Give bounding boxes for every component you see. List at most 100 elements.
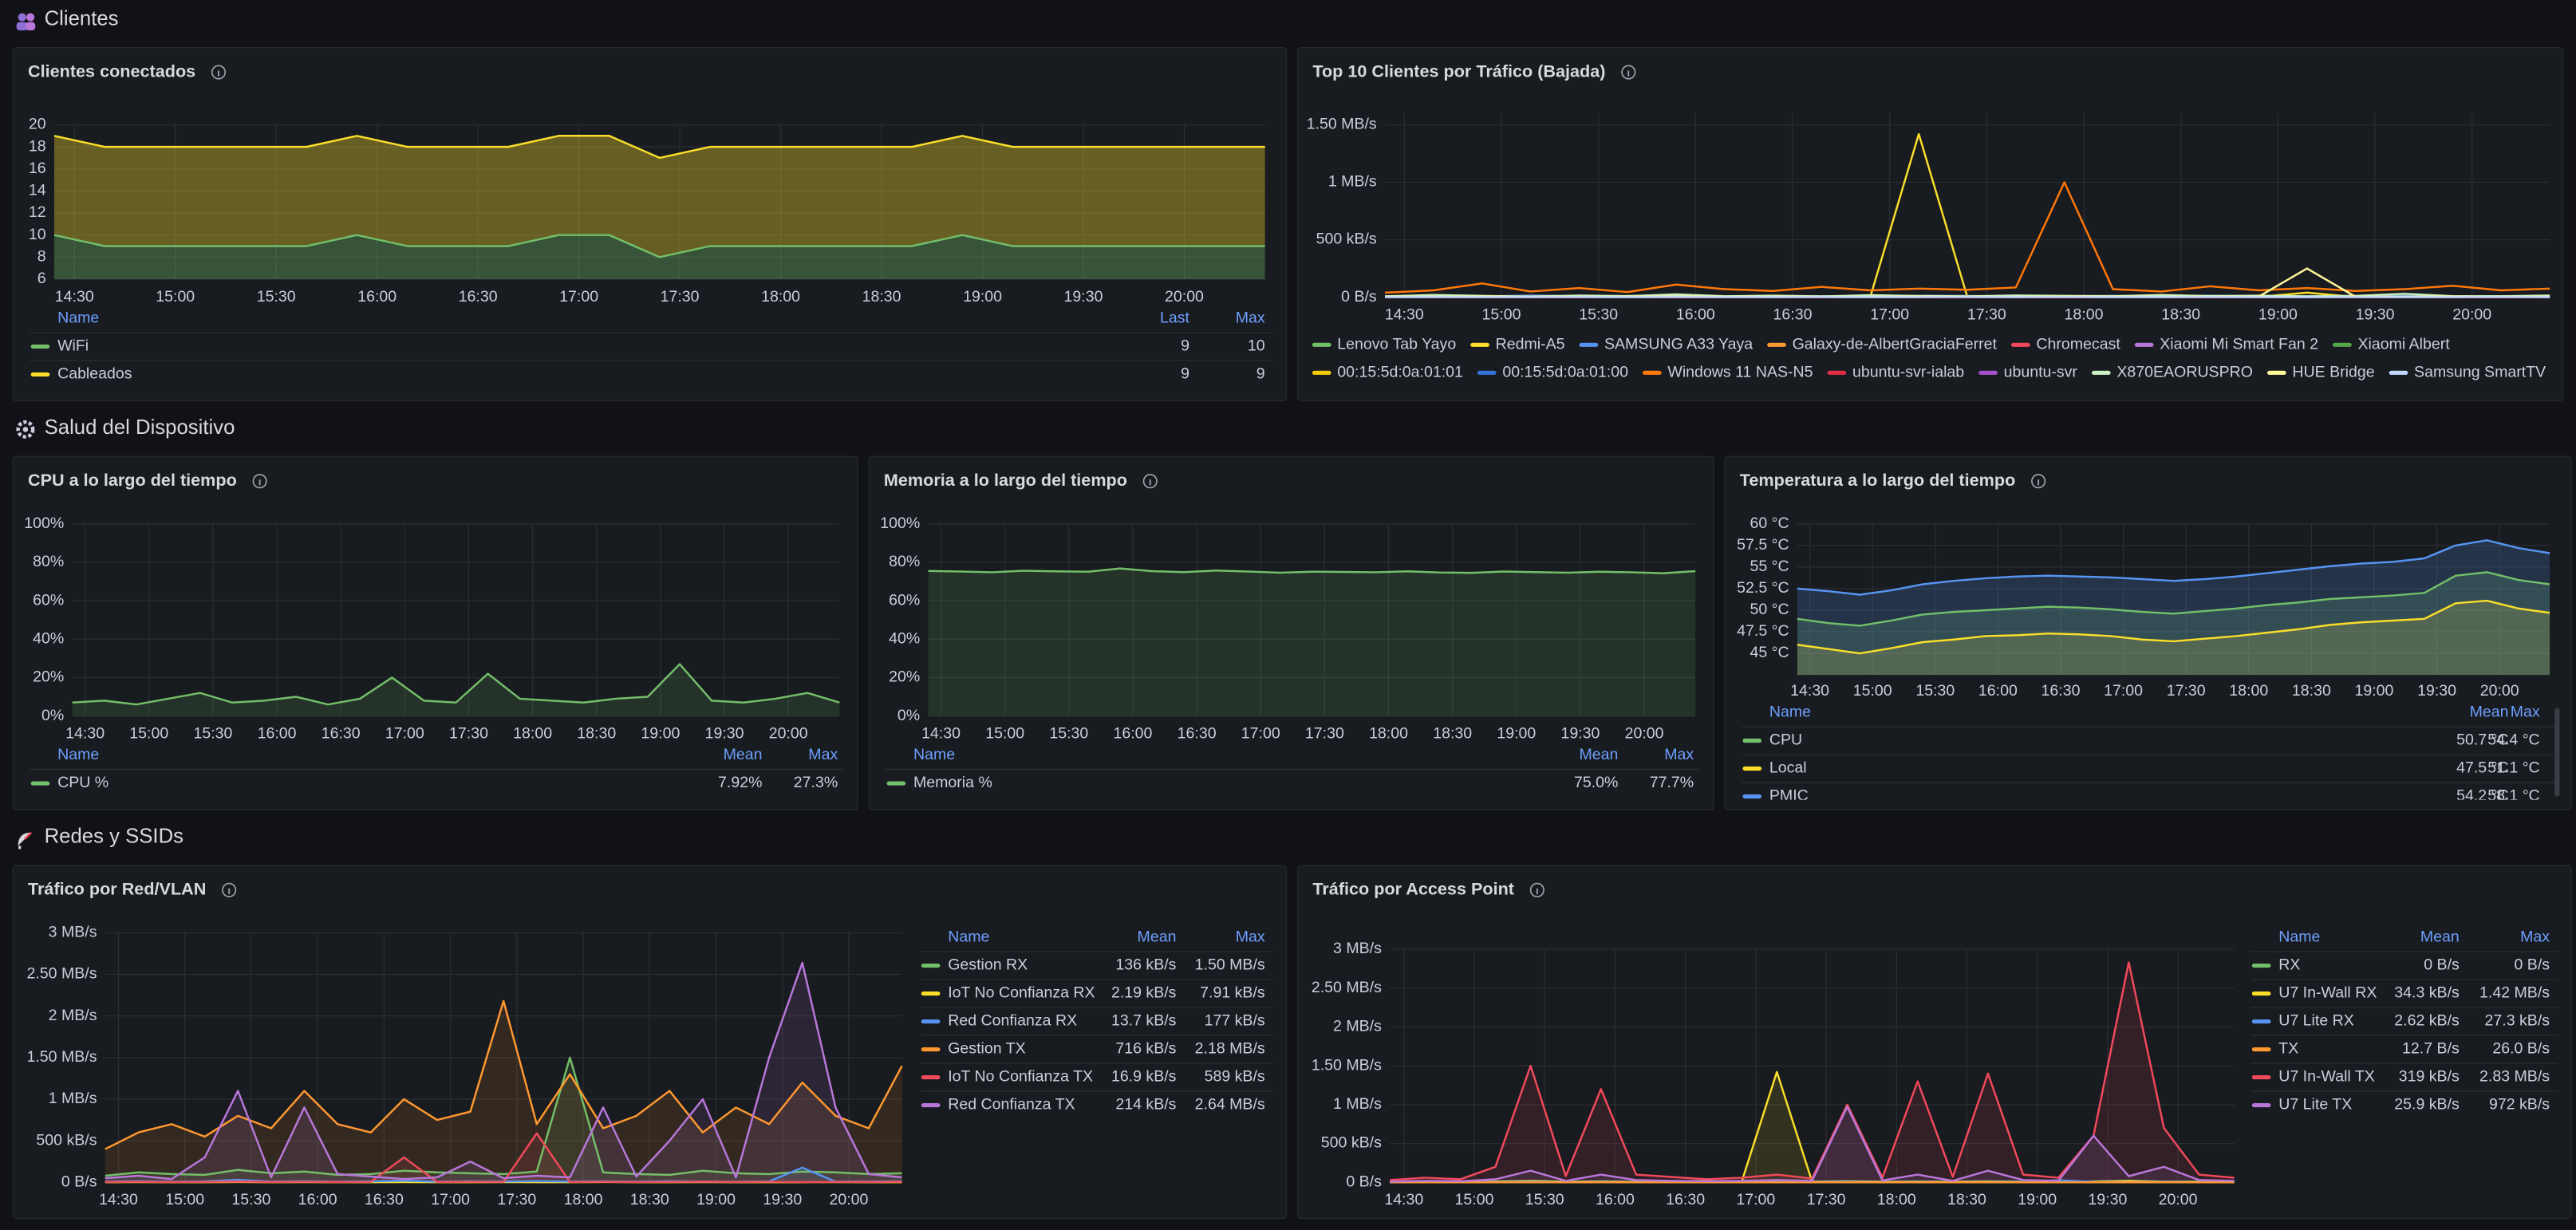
x-tick-label: 18:00	[761, 288, 800, 306]
legend-label: Cableados	[57, 365, 132, 383]
legend-value: 1.50 MB/s	[1195, 956, 1265, 974]
x-tick-label: 18:30	[630, 1191, 669, 1208]
legend-label: Local	[1769, 759, 1807, 777]
info-icon	[1621, 65, 1636, 80]
x-tick-label: 14:30	[921, 724, 961, 742]
panel-title: Temperatura a lo largo del tiempo	[1740, 470, 2015, 490]
info-circle	[2031, 474, 2046, 489]
panel: Temperatura a lo largo del tiempo 45 °C 47…	[1724, 455, 2572, 810]
x-tick-label: 15:00	[165, 1191, 204, 1208]
series-line	[1390, 1106, 2235, 1183]
y-tick-label: 47.5 °C	[1737, 622, 1789, 640]
legend-label: U7 Lite RX	[2278, 1012, 2354, 1030]
panel-frame	[1297, 865, 2572, 1220]
series-line	[105, 961, 902, 1181]
y-tick-label: 20%	[889, 668, 920, 686]
x-tick-label: 20:00	[1165, 288, 1204, 306]
legend-label: Xiaomi Mi Smart Fan 2	[2160, 336, 2318, 353]
area-fill	[105, 1167, 902, 1183]
x-tick-label: 19:30	[2417, 682, 2456, 700]
legend-label: IoT No Confianza TX	[948, 1068, 1093, 1086]
x-tick-label: 16:00	[1596, 1191, 1635, 1208]
x-tick-label: 16:30	[365, 1191, 404, 1208]
legend-value: 27.3 kB/s	[2485, 1012, 2550, 1030]
x-tick-label: 15:30	[193, 724, 232, 742]
y-tick-label: 60 °C	[1750, 514, 1789, 532]
y-tick-label: 500 kB/s	[1316, 231, 1377, 248]
y-tick-label: 40%	[33, 629, 64, 647]
legend-header: Max	[808, 746, 838, 763]
x-tick-label: 19:30	[705, 724, 744, 742]
y-tick-label: 45 °C	[1750, 644, 1789, 661]
x-tick-label: 18:00	[2229, 682, 2268, 700]
series-line	[1797, 599, 2550, 655]
series-line	[1384, 181, 2550, 294]
panel: Memoria a lo largo del tiempo 0% 20% 40% 60%…	[868, 455, 1714, 810]
legend-label: Chromecast	[2036, 336, 2120, 353]
legend-value: 7.92%	[718, 774, 762, 791]
x-tick-label: 20:00	[1625, 724, 1664, 742]
area-fill	[53, 136, 1265, 258]
series-line	[1797, 571, 2550, 627]
x-tick-label: 17:00	[1870, 306, 1909, 323]
y-tick-label: 16	[29, 160, 46, 177]
y-tick-label: 1.50 MB/s	[1307, 116, 1377, 133]
series-line	[105, 999, 903, 1150]
legend-header: Mean	[1580, 746, 1619, 763]
y-tick-label: 18	[29, 137, 46, 155]
section-icon-gear	[16, 420, 35, 439]
panel-title: CPU a lo largo del tiempo	[28, 470, 237, 490]
x-tick-label: 17:00	[431, 1191, 470, 1208]
x-tick-label: 17:00	[1736, 1191, 1775, 1208]
x-tick-label: 18:30	[862, 288, 901, 306]
y-tick-label: 0 B/s	[61, 1173, 97, 1190]
x-tick-label: 19:00	[696, 1191, 736, 1208]
legend-value: 214 kB/s	[1115, 1096, 1176, 1114]
legend-label: X870EAORUSPRO	[2116, 364, 2253, 381]
x-tick-label: 16:30	[459, 288, 498, 306]
x-tick-label: 20:00	[2159, 1191, 2198, 1208]
legend-label: WiFi	[57, 337, 89, 355]
legend-value: 2.19 kB/s	[1111, 984, 1177, 1002]
panel: Clientes conectados 6 8 10 12 14 16 18 20 14:30 15…	[12, 46, 1288, 402]
info-icon	[2031, 474, 2046, 489]
legend-label: Samsung SmartTV	[2414, 364, 2546, 381]
area-fill	[72, 664, 840, 716]
legend-label: Redmi-A5	[1496, 336, 1565, 353]
x-tick-label: 14:30	[65, 724, 105, 742]
legend-value: 972 kB/s	[2489, 1096, 2550, 1114]
legend-label: Windows 11 NAS-N5	[1667, 364, 1813, 381]
legend-header: Last	[1160, 309, 1190, 327]
x-tick-label: 14:30	[1790, 682, 1829, 700]
y-tick-label: 3 MB/s	[49, 924, 97, 941]
panel: Top 10 Clientes por Tráfico (Bajada) 0 B/…	[1297, 46, 2564, 402]
info-icon	[222, 882, 237, 897]
legend-value: 34.3 kB/s	[2394, 984, 2460, 1002]
y-tick-label: 1.50 MB/s	[1312, 1056, 1382, 1074]
legend-header: Name	[57, 746, 99, 763]
x-tick-label: 19:30	[2088, 1191, 2127, 1208]
panel-frame	[1724, 455, 2572, 810]
info-circle	[222, 882, 237, 897]
y-tick-label: 40%	[889, 629, 920, 647]
area-fill	[1797, 540, 2550, 676]
legend-value: 0 B/s	[2424, 956, 2460, 974]
x-tick-label: 19:30	[763, 1191, 802, 1208]
y-tick-label: 2.50 MB/s	[1312, 979, 1382, 996]
legend-value: 136 kB/s	[1115, 956, 1176, 974]
y-tick-label: 0%	[41, 707, 64, 724]
legend-value: 7.91 kB/s	[1200, 984, 1265, 1002]
section-title: Clientes	[45, 8, 119, 30]
y-tick-label: 2 MB/s	[49, 1007, 97, 1024]
legend-value: 177 kB/s	[1205, 1012, 1265, 1030]
legend-header: Mean	[724, 746, 763, 763]
legend-value: 16.9 kB/s	[1111, 1068, 1177, 1086]
y-tick-label: 80%	[33, 553, 64, 570]
legend-label: Red Confianza RX	[948, 1012, 1077, 1030]
series-line	[53, 234, 1265, 258]
x-tick-label: 14:30	[55, 288, 94, 306]
y-tick-label: 500 kB/s	[36, 1131, 97, 1149]
info-icon	[1529, 882, 1544, 897]
panel-frame	[868, 455, 1714, 810]
y-tick-label: 8	[37, 248, 46, 266]
